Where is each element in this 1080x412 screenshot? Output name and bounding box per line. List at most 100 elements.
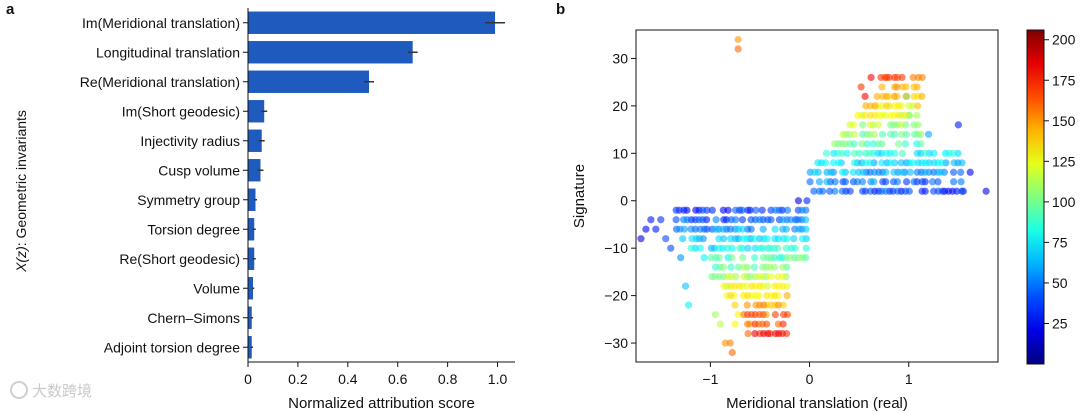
scatter-point: [681, 282, 690, 290]
scatter-point: [740, 273, 748, 281]
scatter-point: [954, 121, 962, 129]
bar: [248, 277, 253, 300]
scatter-point: [687, 244, 695, 252]
scatter-point: [890, 73, 899, 82]
scatter-point: [891, 149, 899, 157]
scatter-point: [715, 244, 723, 252]
scatter-point: [921, 149, 929, 157]
x-tick-label: 0: [806, 371, 814, 387]
y-axis-label-symbol: X(z): [13, 246, 29, 273]
scatter-point: [850, 130, 859, 138]
scatter-point: [823, 178, 831, 186]
scatter-point: [763, 320, 771, 328]
scatter-point: [771, 225, 779, 233]
scatter-point: [766, 263, 774, 271]
scatter-point: [822, 149, 831, 157]
scatter-point: [834, 159, 843, 167]
scatter-point: [662, 235, 670, 243]
scatter-point: [743, 320, 752, 328]
x-tick-label: 0: [244, 371, 252, 387]
scatter-point: [867, 73, 875, 82]
scatter-point: [910, 92, 918, 100]
scatter-point: [806, 178, 814, 186]
scatter-point: [878, 83, 886, 91]
scatter-point: [734, 45, 742, 53]
colorbar-tick-label: 50: [1052, 275, 1068, 291]
colorbar-tick-label: 100: [1052, 194, 1076, 210]
bar: [248, 11, 496, 34]
scatter-point: [748, 282, 756, 290]
scatter-point: [715, 273, 723, 281]
scatter-point: [755, 292, 763, 300]
scatter-point: [790, 235, 798, 243]
scatter-point: [744, 206, 752, 214]
bar: [248, 70, 370, 93]
scatter-point: [712, 216, 720, 224]
scatter-point: [958, 187, 966, 195]
scatter-point: [751, 320, 759, 328]
scatter-point: [728, 348, 736, 357]
scatter-point: [735, 282, 743, 290]
bar: [248, 218, 255, 241]
scatter-point: [750, 235, 758, 243]
scatter-point: [878, 159, 886, 167]
bar: [248, 306, 252, 329]
scatter-point: [934, 159, 942, 167]
scatter-point: [894, 102, 903, 110]
scatter-point: [779, 263, 787, 271]
scatter-point: [720, 282, 728, 290]
scatter-point: [853, 178, 861, 186]
colorbar-tick-label: 75: [1052, 234, 1068, 250]
scatter-point: [893, 178, 901, 186]
scatter-point: [696, 225, 704, 233]
scatter-point: [747, 225, 755, 233]
x-tick-label: −1: [702, 371, 718, 387]
scatter-point: [917, 130, 925, 138]
scatter-point: [894, 111, 902, 119]
scatter-point: [763, 292, 771, 300]
scatter-point: [949, 168, 958, 176]
scatter-point: [771, 282, 779, 290]
scatter-point: [859, 168, 867, 176]
scatter-point: [734, 263, 742, 271]
scatter-point: [950, 159, 958, 167]
scatter-point: [827, 168, 835, 176]
scatter-point: [763, 254, 772, 262]
scatter-point: [894, 140, 903, 148]
scatter-point: [763, 235, 771, 243]
x-axis-label: Meridional translation (real): [726, 395, 908, 412]
panel-label-a: a: [6, 1, 15, 18]
scatter-point: [937, 168, 945, 176]
scatter-point: [831, 187, 839, 195]
scatter-point: [862, 102, 870, 110]
colorbar-tick-label: 125: [1052, 153, 1076, 169]
scatter-point: [858, 140, 866, 148]
scatter-point: [878, 149, 886, 157]
scatter-point: [957, 168, 965, 176]
scatter-point: [672, 206, 680, 214]
scatter-point: [918, 178, 926, 186]
scatter-point: [803, 197, 811, 205]
scatter-point: [795, 225, 803, 233]
bar: [248, 188, 256, 211]
scatter-point: [721, 339, 729, 347]
scatter-point: [783, 235, 791, 243]
scatter-point: [901, 140, 909, 148]
y-tick-label: Longitudinal translation: [96, 44, 240, 60]
scatter-point: [752, 206, 760, 214]
bar: [248, 129, 262, 152]
scatter-point: [821, 159, 830, 167]
scatter-point: [652, 225, 660, 233]
scatter-point: [680, 216, 688, 224]
y-axis-label: Signature: [571, 164, 588, 228]
bar: [248, 100, 265, 123]
scatter-point: [743, 301, 751, 309]
scatter-point: [850, 159, 859, 167]
scatter-point: [719, 263, 727, 271]
y-tick-label: Adjoint torsion degree: [104, 339, 240, 355]
scatter-point: [910, 178, 918, 186]
scatter-point: [700, 254, 708, 262]
y-tick-label: 20: [612, 98, 628, 114]
y-tick-label: 30: [612, 50, 628, 66]
scatter-point: [720, 216, 728, 224]
